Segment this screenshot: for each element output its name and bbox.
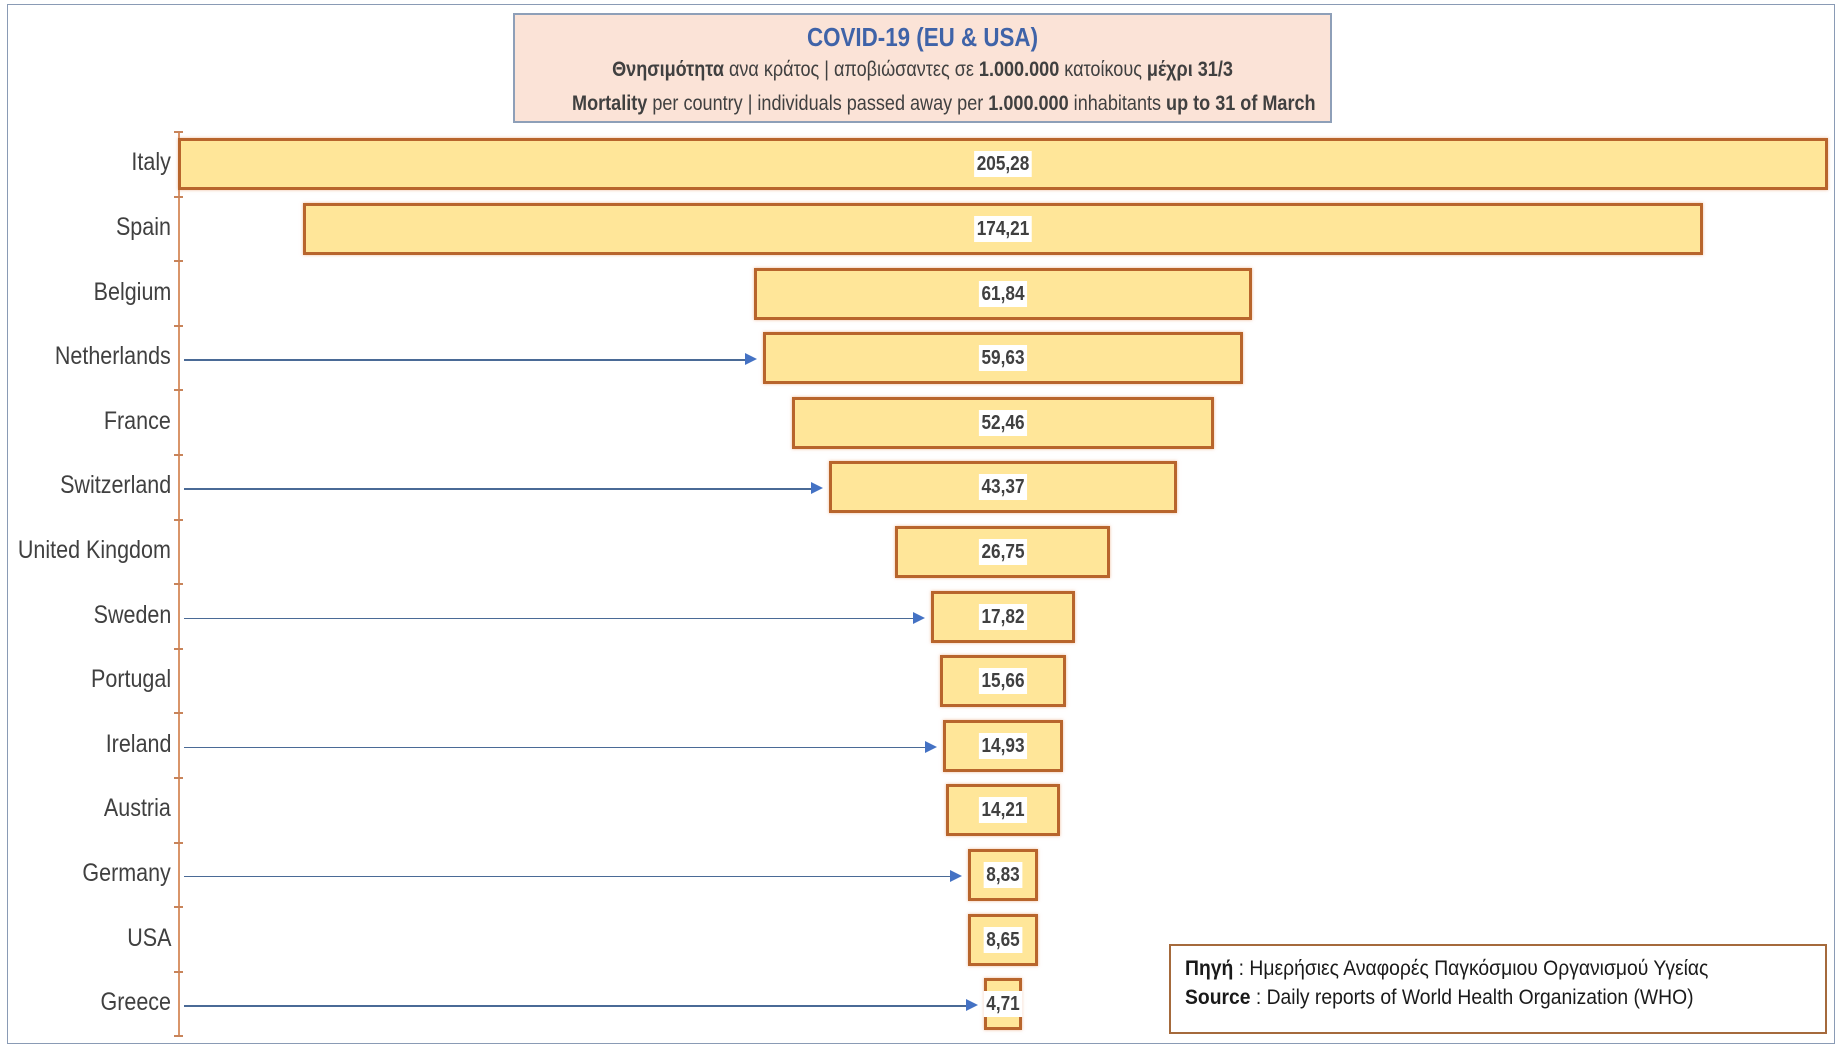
bar-switzerland xyxy=(828,461,1178,514)
axis-tick xyxy=(174,195,183,198)
category-label-portugal: Portugal xyxy=(90,665,171,694)
subtitle-greek-text-1: ανα κράτος | αποβιώσαντες σε xyxy=(723,58,979,81)
data-label-usa: 8,65 xyxy=(983,926,1023,953)
axis-tick xyxy=(174,841,183,844)
subtitle-greek-bold-2: 1.000.000 xyxy=(978,58,1060,81)
data-label-portugal: 15,66 xyxy=(978,668,1028,695)
axis-tick xyxy=(174,454,183,456)
category-label-sweden: Sweden xyxy=(93,600,171,629)
chart-subtitle-greek: Θνησιμότητα ανα κράτος | αποβιώσαντες σε… xyxy=(572,53,1273,87)
arrow-line-switzerland xyxy=(184,488,811,490)
data-label-italy: 205,28 xyxy=(974,151,1032,178)
data-label-belgium: 61,84 xyxy=(978,280,1028,307)
axis-tick xyxy=(174,970,183,973)
arrow-head-icon xyxy=(949,869,962,882)
source-english-label: Source xyxy=(1185,986,1251,1009)
subtitle-english-bold-1: Mortality xyxy=(572,92,648,115)
axis-tick xyxy=(174,712,183,715)
category-label-switzerland: Switzerland xyxy=(59,471,171,500)
subtitle-english-bold-3: up to 31 of March xyxy=(1166,92,1316,115)
arrow-head-icon xyxy=(924,740,937,753)
category-label-italy: Italy xyxy=(131,148,171,177)
data-label-netherlands: 59,63 xyxy=(978,345,1028,372)
data-label-sweden: 17,82 xyxy=(978,603,1028,630)
subtitle-greek-text-2: κατοίκους xyxy=(1059,58,1147,81)
data-label-united-kingdom: 26,75 xyxy=(978,538,1028,565)
subtitle-english-bold-2: 1.000.000 xyxy=(988,92,1069,115)
source-english: Source : Daily reports of World Health O… xyxy=(1185,983,1761,1012)
axis-tick xyxy=(174,647,183,650)
source-greek-text: : Ημερήσιες Αναφορές Παγκόσμιου Οργανισμ… xyxy=(1233,957,1709,980)
arrow-head-icon xyxy=(913,611,926,624)
category-label-ireland: Ireland xyxy=(105,729,171,758)
data-label-spain: 174,21 xyxy=(974,215,1032,242)
axis-tick xyxy=(174,1035,183,1038)
axis-tick xyxy=(174,324,183,327)
subtitle-greek-bold-1: Θνησιμότητα xyxy=(612,58,724,81)
subtitle-greek-bold-3: μέχρι 31/3 xyxy=(1146,58,1233,81)
category-label-netherlands: Netherlands xyxy=(55,342,171,371)
axis-tick xyxy=(174,777,183,779)
subtitle-english-text-1: per country | individuals passed away pe… xyxy=(647,92,989,115)
chart-title-box: COVID-19 (EU & USA) Θνησιμότητα ανα κράτ… xyxy=(513,13,1332,123)
data-label-france: 52,46 xyxy=(978,409,1028,436)
category-label-greece: Greece xyxy=(100,988,171,1017)
axis-tick xyxy=(174,260,183,263)
arrow-line-germany xyxy=(184,875,950,878)
category-label-spain: Spain xyxy=(116,212,171,241)
axis-tick xyxy=(174,906,183,909)
chart-title: COVID-19 (EU & USA) xyxy=(806,22,1039,52)
data-label-germany: 8,83 xyxy=(983,861,1023,888)
axis-tick xyxy=(174,583,183,586)
axis-tick xyxy=(174,131,183,133)
bar-spain xyxy=(302,202,1704,255)
arrow-line-netherlands xyxy=(184,359,746,361)
arrow-line-sweden xyxy=(184,617,914,619)
category-label-austria: Austria xyxy=(104,794,171,823)
category-label-belgium: Belgium xyxy=(93,277,171,306)
chart-subtitle-english: Mortality per country | individuals pass… xyxy=(572,87,1316,121)
data-label-switzerland: 43,37 xyxy=(978,474,1028,501)
source-greek-label: Πηγή xyxy=(1185,957,1234,980)
subtitle-english-text-2: inhabitants xyxy=(1068,92,1167,115)
data-label-ireland: 14,93 xyxy=(978,732,1028,759)
source-box: Πηγή : Ημερήσιες Αναφορές Παγκόσμιου Οργ… xyxy=(1169,944,1827,1034)
axis-tick xyxy=(174,518,183,521)
arrow-line-greece xyxy=(184,1005,967,1007)
source-english-text: : Daily reports of World Health Organiza… xyxy=(1250,986,1694,1009)
bar-netherlands xyxy=(763,332,1243,385)
arrow-line-ireland xyxy=(184,746,925,749)
category-label-germany: Germany xyxy=(82,858,171,887)
category-label-usa: USA xyxy=(126,923,171,952)
arrow-head-icon xyxy=(810,482,823,495)
category-label-france: France xyxy=(104,406,171,435)
arrow-head-icon xyxy=(745,353,758,366)
data-label-greece: 4,71 xyxy=(983,991,1023,1018)
data-label-austria: 14,21 xyxy=(978,797,1028,824)
arrow-head-icon xyxy=(966,999,979,1012)
axis-tick xyxy=(174,389,183,392)
category-label-united-kingdom: United Kingdom xyxy=(18,535,171,564)
source-greek: Πηγή : Ημερήσιες Αναφορές Παγκόσμιου Οργ… xyxy=(1185,954,1761,983)
